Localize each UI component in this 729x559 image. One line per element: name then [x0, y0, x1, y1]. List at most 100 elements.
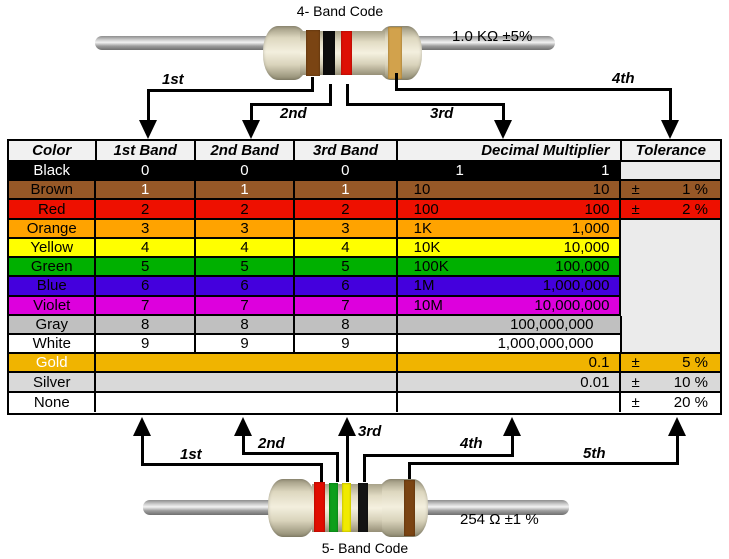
- resistor-body-left-cap: [268, 479, 316, 537]
- band-digit: 1: [240, 181, 249, 199]
- tolerance-cell: ±20 %: [621, 392, 720, 412]
- color-name: Red: [37, 200, 66, 218]
- header-tolerance: Tolerance: [621, 141, 721, 162]
- color-name: Brown: [30, 181, 73, 199]
- arrow-label: 4th: [460, 435, 483, 452]
- band-digit: 4: [141, 238, 150, 256]
- multiplier-short: 10: [413, 181, 431, 199]
- table-row-brown: Brown 1 1 1 10 10 ±1 %: [9, 181, 720, 201]
- tolerance-cell: ±5 %: [621, 354, 720, 374]
- band-digit: 8: [140, 315, 150, 333]
- band-digit: 1: [341, 181, 350, 199]
- arrow-label: 1st: [162, 71, 184, 88]
- multiplier-full: 0.1: [588, 354, 610, 372]
- tolerance-cell: ±2 %: [621, 200, 720, 220]
- tolerance-cell: ±10 %: [621, 373, 720, 393]
- color-name: Black: [33, 162, 71, 180]
- tolerance-cell: [621, 258, 720, 278]
- multiplier-full: 1,000,000,000: [497, 335, 594, 353]
- merged-band-cell: [96, 392, 398, 412]
- band-digit: 7: [141, 296, 150, 314]
- table-row-gold: Gold 0.1 ±5 %: [9, 354, 720, 374]
- color-name: Yellow: [30, 238, 74, 256]
- header-color: Color: [9, 141, 97, 162]
- band-digit: 2: [141, 200, 150, 218]
- band-digit: 3: [141, 219, 150, 237]
- arrowhead-down-icon: [139, 120, 157, 139]
- color-name: Gold: [35, 354, 68, 372]
- table-row-none: None ±20 %: [9, 392, 720, 412]
- band-digit: 0: [140, 162, 150, 180]
- band-digit: 2: [341, 200, 350, 218]
- red-band: [341, 31, 352, 75]
- arrow-label: 3rd: [358, 423, 382, 440]
- arrow-label: 5th: [583, 445, 606, 462]
- arrowhead-down-icon: [494, 120, 512, 139]
- multiplier-short: 100K: [413, 258, 449, 276]
- band-digit: 8: [240, 315, 249, 333]
- band-digit: 9: [140, 335, 150, 353]
- arrowhead-up-icon: [133, 417, 151, 436]
- header-2nd-band: 2nd Band: [195, 141, 296, 162]
- multiplier-short: 100: [413, 200, 439, 218]
- resistor-body-right-cap: [376, 479, 428, 537]
- gold-band: [388, 27, 402, 79]
- table-row-green: Green 5 5 5 100K 100,000: [9, 258, 720, 278]
- band-digit: 4: [240, 238, 249, 256]
- table-row-silver: Silver 0.01 ±10 %: [9, 373, 720, 393]
- table-row-white: White 9 9 9 1,000,000,000: [9, 334, 721, 355]
- band-digit: 6: [141, 277, 150, 295]
- arrowhead-down-icon: [661, 120, 679, 139]
- brown-band: [404, 480, 415, 536]
- green-band: [329, 483, 338, 532]
- multiplier-full: 100,000: [555, 258, 610, 276]
- band-digit: 3: [240, 219, 249, 237]
- merged-band-cell: [96, 354, 398, 374]
- table-row-yellow: Yellow 4 4 4 10K 10,000: [9, 238, 720, 259]
- band-digit: 8: [341, 315, 350, 333]
- tolerance-cell: [621, 277, 720, 297]
- arrowhead-up-icon: [234, 417, 252, 436]
- color-name: Violet: [33, 296, 71, 314]
- table-header-row: Color 1st Band 2nd Band 3rd Band Decimal…: [9, 141, 721, 162]
- arrow-label: 1st: [180, 446, 202, 463]
- arrowhead-up-icon: [338, 417, 356, 436]
- color-name: Green: [30, 258, 73, 276]
- band-digit: 5: [141, 258, 150, 276]
- five-band-value-label: 254 Ω ±1 %: [460, 511, 539, 528]
- table-row-red: Red 2 2 2 100 100 ±2 %: [9, 200, 720, 220]
- band-digit: 5: [341, 258, 350, 276]
- multiplier-short: 1M: [413, 277, 435, 295]
- five-band-title: 5- Band Code: [321, 540, 409, 556]
- multiplier-short: 10M: [413, 296, 443, 314]
- arrowhead-down-icon: [242, 120, 260, 139]
- multiplier-short: 1K: [413, 219, 433, 237]
- band-digit: 4: [341, 238, 350, 256]
- header-1st-band: 1st Band: [96, 141, 196, 162]
- table-row-black: Black 0 0 0 1 1: [9, 162, 720, 182]
- arrow-label: 2nd: [258, 435, 285, 452]
- tolerance-cell: [621, 315, 721, 335]
- black-band: [323, 31, 335, 75]
- color-name: Silver: [32, 373, 71, 391]
- arrowhead-up-icon: [503, 417, 521, 436]
- arrow-label: 4th: [612, 70, 635, 87]
- arrow-label: 3rd: [430, 105, 454, 122]
- band-digit: 3: [341, 219, 350, 237]
- yellow-band: [342, 483, 351, 532]
- table-row-orange: Orange 3 3 3 1K 1,000: [9, 219, 720, 239]
- table-row-blue: Blue 6 6 6 1M 1,000,000: [9, 277, 720, 297]
- band-digit: 5: [240, 258, 249, 276]
- color-name: None: [33, 393, 70, 411]
- table-row-violet: Violet 7 7 7 10M 10,000,000: [9, 296, 720, 316]
- band-digit: 7: [240, 296, 249, 314]
- multiplier-full: 100: [584, 200, 610, 218]
- band-digit: 6: [341, 277, 350, 295]
- band-digit: 0: [240, 162, 249, 180]
- multiplier-full: 100,000,000: [510, 315, 594, 333]
- tolerance-cell: [621, 334, 721, 355]
- multiplier-full: 10,000,000: [534, 296, 610, 314]
- multiplier-full: 10: [592, 181, 610, 199]
- multiplier-full: 10,000: [563, 238, 610, 256]
